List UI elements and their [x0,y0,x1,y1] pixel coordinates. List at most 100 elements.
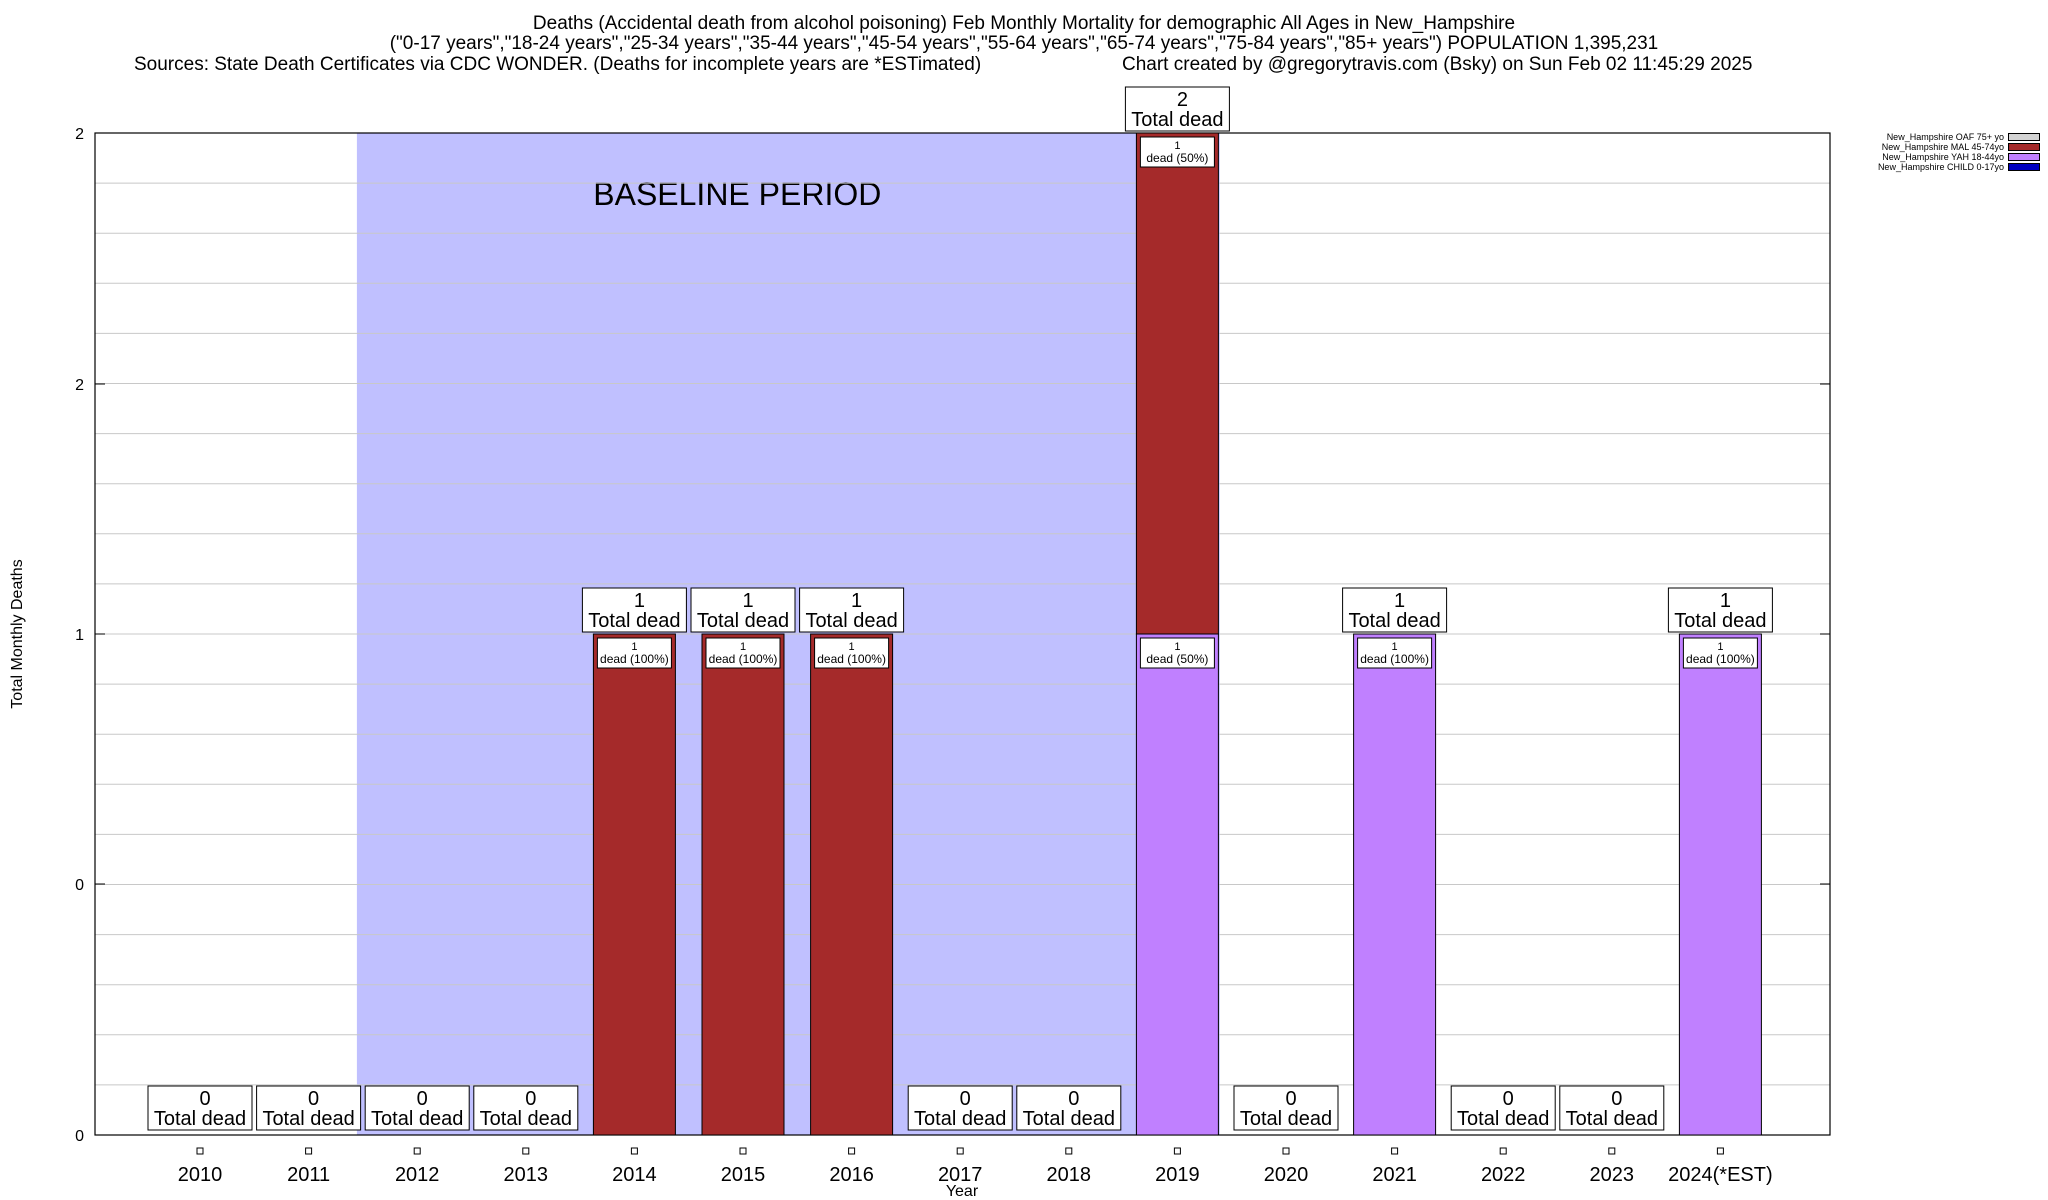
total-label-text: Total dead [262,1108,354,1130]
total-label-count: 0 [199,1088,210,1110]
x-tick-label: 2014 [612,1164,657,1186]
total-label-count: 1 [634,590,645,612]
x-tick-marker [196,1147,204,1155]
total-label-count: 1 [1720,590,1731,612]
segment-label-pct: dead (100%) [600,652,669,666]
bar-segment [1678,633,1762,1136]
y-tick-label: 2 [75,126,84,143]
total-label-count: 0 [1503,1088,1514,1110]
legend-entry-label: New_Hampshire MAL 45-74yo [1881,142,2004,152]
segment-label-pct: dead (100%) [1360,652,1429,666]
segment-label-box [596,637,672,669]
total-label-box [473,1085,579,1131]
total-label-count: 0 [525,1088,536,1110]
total-label-box [364,1085,470,1131]
legend-entry-label: New_Hampshire CHILD 0-17yo [1877,162,2004,172]
total-label-box [581,587,687,633]
x-tick-marker [522,1147,530,1155]
legend-swatch [2008,153,2040,161]
legend-swatch [2008,143,2040,151]
total-label-count: 1 [851,590,862,612]
total-label-box [1233,1085,1339,1131]
segment-label-count: 1 [1717,641,1723,653]
total-label-text: Total dead [371,1108,463,1130]
total-label-count: 0 [308,1088,319,1110]
x-tick-marker [413,1147,421,1155]
total-label-text: Total dead [1131,109,1223,131]
x-tick-marker [1499,1147,1507,1155]
total-label-count: 1 [742,590,753,612]
segment-label-count: 1 [1174,140,1180,152]
x-tick-marker [848,1147,856,1155]
total-label-box [1559,1085,1665,1131]
baseline-period-label: BASELINE PERIOD [593,176,881,212]
x-tick-marker [1608,1147,1616,1155]
bar-segment [592,633,676,1136]
legend-entry: New_Hampshire OAF 75+ yo [1820,132,2040,142]
total-label-count: 0 [417,1088,428,1110]
legend-entry: New_Hampshire CHILD 0-17yo [1820,162,2040,172]
x-tick-label: 2012 [395,1164,440,1186]
x-tick-label: 2020 [1264,1164,1309,1186]
chart-title-line-2: ("0-17 years","18-24 years","25-34 years… [389,33,1659,54]
y-tick-label: 0 [75,1128,84,1145]
bar-segment [701,633,785,1136]
segment-label-pct: dead (50%) [1146,151,1208,165]
x-tick-marker [1282,1147,1290,1155]
segment-label-box [814,637,890,669]
y-tick-label: 0 [75,877,84,894]
segment-label-pct: dead (50%) [1146,652,1208,666]
total-label-text: Total dead [805,610,897,632]
x-tick-marker [1391,1147,1399,1155]
x-axis-label: Year [946,1183,979,1200]
total-label-box [256,1085,362,1131]
total-label-count: 0 [960,1088,971,1110]
segment-label-box [1357,637,1433,669]
total-label-text: Total dead [914,1108,1006,1130]
total-label-text: Total dead [1023,1108,1115,1130]
total-label-count: 0 [1611,1088,1622,1110]
total-label-box [147,1085,253,1131]
legend-entry-label: New_Hampshire YAH 18-44yo [1882,152,2004,162]
total-label-box [690,587,796,633]
legend-entry: New_Hampshire MAL 45-74yo [1820,142,2040,152]
total-label-box [907,1085,1013,1131]
total-label-box [1667,587,1773,633]
segment-label-box [705,637,781,669]
x-tick-label: 2018 [1047,1164,1092,1186]
segment-label-count: 1 [1174,641,1180,653]
total-label-text: Total dead [588,610,680,632]
segment-label-count: 1 [849,641,855,653]
x-tick-label: 2016 [829,1164,874,1186]
x-tick-label: 2015 [721,1164,766,1186]
x-tick-marker [1173,1147,1181,1155]
segment-label-pct: dead (100%) [817,652,886,666]
legend-entry-label: New_Hampshire OAF 75+ yo [1886,132,2004,142]
total-label-count: 0 [1285,1088,1296,1110]
legend-swatch [2008,163,2040,171]
bar-segment [1135,633,1219,1136]
total-label-box [1450,1085,1556,1131]
total-label-box [1124,86,1230,132]
chart-title-line-1: Deaths (Accidental death from alcohol po… [532,13,1516,34]
x-tick-label: 2013 [504,1164,549,1186]
x-tick-label: 2019 [1155,1164,1200,1186]
chart-legend: New_Hampshire OAF 75+ yo New_Hampshire MA… [1820,132,2040,172]
total-label-box [1016,1085,1122,1131]
x-tick-label: 2022 [1481,1164,1526,1186]
total-label-text: Total dead [1566,1108,1658,1130]
total-label-text: Total dead [480,1108,572,1130]
segment-label-count: 1 [740,641,746,653]
x-tick-marker [956,1147,964,1155]
segment-label-box [1139,136,1215,168]
legend-swatch [2008,133,2040,141]
x-tick-marker [1716,1147,1724,1155]
segment-label-box [1139,637,1215,669]
y-axis-label: Total Monthly Deaths [9,559,26,708]
segment-label-count: 1 [1392,641,1398,653]
segment-label-pct: dead (100%) [709,652,778,666]
total-label-text: Total dead [1240,1108,1332,1130]
x-tick-marker [1065,1147,1073,1155]
bar-segment [1135,132,1219,635]
